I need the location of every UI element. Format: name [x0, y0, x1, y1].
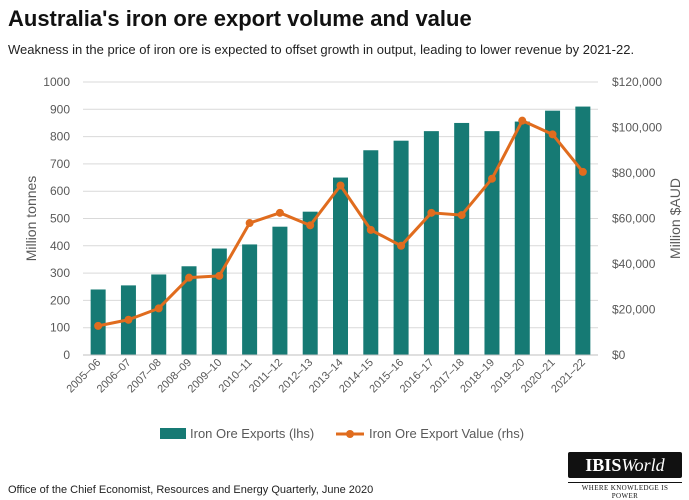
- legend-label: Iron Ore Export Value (rhs): [369, 426, 524, 441]
- y2-tick-label: $80,000: [612, 166, 656, 180]
- value-point: [397, 241, 406, 250]
- bar: [151, 274, 167, 355]
- logo-wordmark: IBISWorld: [568, 452, 682, 478]
- x-tick-label: 2021–22: [549, 357, 588, 396]
- y-tick-label: 100: [50, 321, 70, 335]
- y-tick-label: 900: [50, 102, 70, 116]
- y-tick-label: 800: [50, 130, 70, 144]
- bar: [363, 150, 379, 355]
- value-point: [275, 208, 284, 217]
- bar: [545, 110, 561, 355]
- value-point: [336, 181, 345, 190]
- bar: [454, 122, 470, 355]
- value-point: [124, 315, 133, 324]
- y-tick-label: 0: [63, 348, 70, 362]
- chart-title: Australia's iron ore export volume and v…: [8, 6, 472, 31]
- y2-tick-label: $40,000: [612, 257, 656, 271]
- bar: [242, 244, 258, 355]
- y-axis-label: Million tonnes: [23, 176, 39, 262]
- y-tick-label: 500: [50, 212, 70, 226]
- y-tick-label: 200: [50, 293, 70, 307]
- value-point: [487, 174, 496, 183]
- chart-subtitle: Weakness in the price of iron ore is exp…: [8, 42, 635, 57]
- y2-axis-label: Million $AUD: [667, 178, 683, 259]
- y-tick-label: 400: [50, 239, 70, 253]
- chart-svg: 0 100 200 300 400 500 600 700 800 900 1000 $0 $20,00…: [23, 75, 683, 441]
- y-tick-label: 1000: [43, 75, 70, 89]
- bar: [423, 131, 439, 355]
- value-point: [578, 167, 587, 176]
- y-tick-label: 700: [50, 157, 70, 171]
- value-point: [185, 273, 194, 282]
- y2-tick-label: $20,000: [612, 303, 656, 317]
- bar: [302, 211, 318, 355]
- ibisworld-logo: IBISWorld WHERE KNOWLEDGE IS POWER: [568, 452, 682, 500]
- value-point: [306, 221, 315, 230]
- bar: [575, 106, 591, 355]
- legend-swatch-bar: [160, 428, 186, 439]
- value-point: [548, 130, 557, 139]
- bar: [272, 226, 288, 355]
- logo-name-italic: World: [621, 455, 665, 475]
- y2-tick-label: $120,000: [612, 75, 662, 89]
- legend-swatch-point: [346, 430, 354, 438]
- logo-tagline: WHERE KNOWLEDGE IS POWER: [568, 482, 682, 500]
- legend-label: Iron Ore Exports (lhs): [190, 426, 314, 441]
- bar: [514, 121, 530, 356]
- y-tick-label: 600: [50, 184, 70, 198]
- value-point: [94, 321, 103, 330]
- value-point: [427, 208, 436, 217]
- value-point: [245, 219, 254, 228]
- logo-name-bold: IBIS: [585, 455, 622, 475]
- value-point: [518, 116, 527, 125]
- y2-tick-label: $100,000: [612, 121, 662, 135]
- y-tick-label: 300: [50, 266, 70, 280]
- bar: [333, 177, 348, 355]
- bar: [181, 266, 197, 355]
- source-note: Office of the Chief Economist, Resources…: [8, 484, 374, 496]
- y2-tick-label: $60,000: [612, 212, 656, 226]
- bar: [484, 131, 500, 355]
- value-point: [366, 225, 375, 234]
- value-point: [457, 211, 466, 220]
- value-point: [154, 304, 163, 313]
- value-point: [215, 271, 224, 280]
- y2-tick-label: $0: [612, 348, 626, 362]
